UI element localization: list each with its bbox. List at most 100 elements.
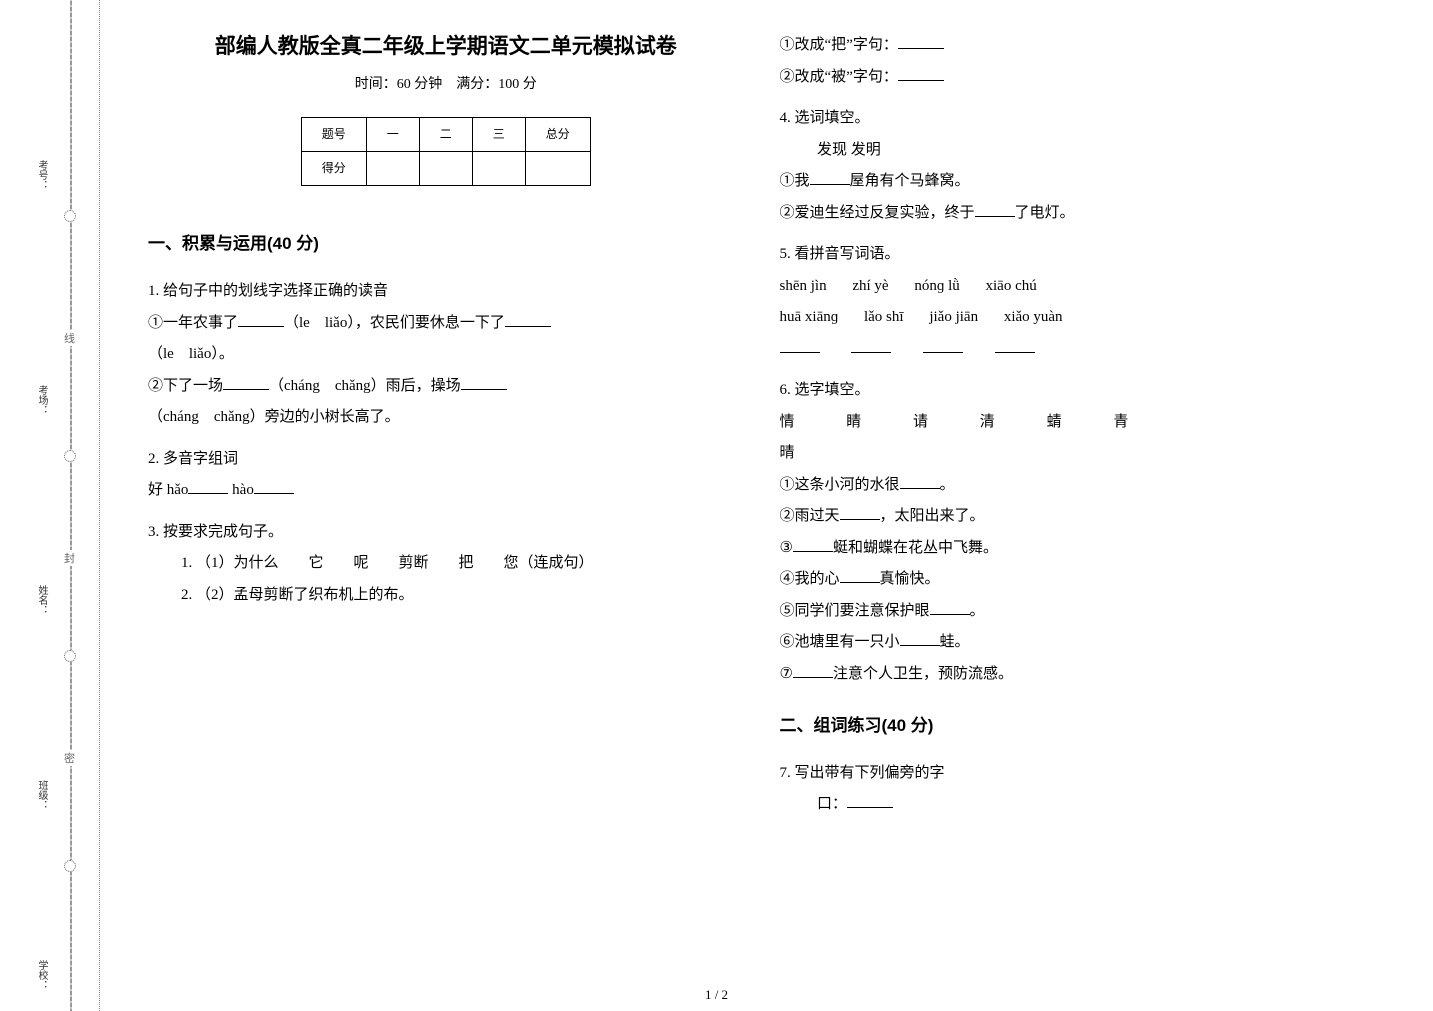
- opt-char: 请: [913, 407, 928, 439]
- q3-r2: ②改成“被”字句：: [780, 62, 1376, 94]
- question-5: 5. 看拼音写词语。 shēn jìn zhí yè nónɡ lǜ xiāo …: [780, 239, 1376, 365]
- q5-stem: 5. 看拼音写词语。: [780, 239, 1376, 271]
- q3-text: ①改成“把”字句：: [780, 37, 898, 53]
- q7-text: 口：: [817, 796, 847, 812]
- pinyin-word: lǎo shī: [864, 302, 904, 334]
- blank: [223, 375, 269, 390]
- page-number: 1 / 2: [705, 987, 728, 1003]
- score-cell: [419, 152, 472, 186]
- q1-stem: 1. 给句子中的划线字选择正确的读音: [148, 276, 744, 308]
- question-3-cont: ①改成“把”字句： ②改成“被”字句：: [780, 30, 1376, 93]
- binding-field-school: 学校：: [34, 960, 49, 990]
- blank: [793, 537, 833, 552]
- score-th: 二: [419, 117, 472, 151]
- q5-row1: shēn jìn zhí yè nónɡ lǜ xiāo chú: [780, 271, 1376, 303]
- opt-char: 情: [780, 407, 795, 439]
- q1-line2: ②下了一场 （cháng chǎng）雨后，操场 （cháng chǎng）旁边的…: [148, 371, 744, 434]
- pinyin-word: zhí yè: [852, 271, 888, 303]
- blank: [780, 338, 820, 353]
- score-header-row: 题号 一 二 三 总分: [301, 117, 590, 151]
- question-3: 3. 按要求完成句子。 （1）为什么 它 呢 剪断 把 您（连成句） （2）孟母…: [148, 517, 744, 612]
- opt-char: 睛: [846, 407, 861, 439]
- binding-seam-char: 线: [64, 330, 75, 346]
- question-1: 1. 给句子中的划线字选择正确的读音 ①一年农事了（le liǎo），农民们要休…: [148, 276, 744, 434]
- q3-stem: 3. 按要求完成句子。: [148, 517, 744, 549]
- score-row-label: 得分: [301, 152, 366, 186]
- q6-l6: ⑥池塘里有一只小蛙。: [780, 627, 1376, 659]
- blank: [900, 474, 940, 489]
- q4-text: ②爱迪生经过反复实验，终于: [780, 205, 975, 221]
- q1-line1: ①一年农事了（le liǎo），农民们要休息一下了 （le liǎo）。: [148, 308, 744, 371]
- exam-title: 部编人教版全真二年级上学期语文二单元模拟试卷: [148, 30, 744, 64]
- opt-char: 晴: [780, 438, 795, 470]
- blank: [461, 375, 507, 390]
- q6-opts: 情 睛 请 清 蜻 青 晴: [780, 407, 1376, 470]
- score-th: 总分: [525, 117, 590, 151]
- pinyin-word: xiǎo yuàn: [1004, 302, 1063, 334]
- question-2: 2. 多音字组词 好 hǎo hào: [148, 444, 744, 507]
- q6-text: ①这条小河的水很: [780, 477, 900, 493]
- blank: [851, 338, 891, 353]
- q6-text: 注意个人卫生，预防流感。: [833, 666, 1013, 682]
- binding-circle: [64, 860, 76, 872]
- binding-field-examno: 考号：: [34, 160, 49, 190]
- q6-text: ，太阳出来了。: [880, 508, 985, 524]
- q6-text: 。: [940, 477, 955, 493]
- score-th: 三: [472, 117, 525, 151]
- binding-circle: [64, 450, 76, 462]
- blank: [238, 312, 284, 327]
- blank: [847, 793, 893, 808]
- binding-margin: 线 封 密 考号： 考场： 姓名： 班级： 学校：: [0, 0, 100, 1011]
- q6-l7: ⑦ 注意个人卫生，预防流感。: [780, 659, 1376, 691]
- opt-char: 清: [980, 407, 995, 439]
- blank: [840, 505, 880, 520]
- exam-time-score: 时间：60 分钟 满分：100 分: [148, 70, 744, 99]
- q5-write-blanks: [780, 334, 1376, 366]
- binding-seam-char: 封: [64, 550, 75, 566]
- blank: [898, 66, 944, 81]
- q4-text: ①我: [780, 173, 810, 189]
- section-2-heading: 二、组词练习(40 分): [780, 708, 1376, 744]
- blank: [188, 479, 228, 494]
- score-th: 题号: [301, 117, 366, 151]
- q2-text: 好 hǎo: [148, 482, 188, 498]
- q6-text: ④我的心: [780, 571, 840, 587]
- q7-stem: 7. 写出带有下列偏旁的字: [780, 758, 1376, 790]
- q2-stem: 2. 多音字组词: [148, 444, 744, 476]
- q7-line: 口：: [780, 789, 1376, 821]
- pinyin-word: nónɡ lǜ: [914, 271, 959, 303]
- pinyin-word: jiǎo jiān: [929, 302, 978, 334]
- q1-text: （cháng chǎng）雨后，操场: [269, 378, 461, 394]
- blank: [930, 600, 970, 615]
- blank: [900, 631, 940, 646]
- binding-field-room: 考场：: [34, 385, 49, 415]
- opt-char: 青: [1113, 407, 1128, 439]
- q2-text: hào: [228, 482, 253, 498]
- q4-opts: 发现 发明: [780, 135, 1376, 167]
- blank: [923, 338, 963, 353]
- question-4: 4. 选词填空。 发现 发明 ①我屋角有个马蜂窝。 ②爱迪生经过反复实验，终于了…: [780, 103, 1376, 229]
- question-6: 6. 选字填空。 情 睛 请 清 蜻 青 晴 ①这条小河的水很。 ②雨过天，太阳…: [780, 375, 1376, 690]
- q3-sub1: （1）为什么 它 呢 剪断 把 您（连成句）: [196, 548, 744, 580]
- q1-text: ②下了一场: [148, 378, 223, 394]
- q6-text: ⑦: [780, 666, 793, 682]
- q6-stem: 6. 选字填空。: [780, 375, 1376, 407]
- q6-text: ⑤同学们要注意保护眼: [780, 603, 930, 619]
- q6-text: 真愉快。: [880, 571, 940, 587]
- blank: [975, 202, 1015, 217]
- left-column: 部编人教版全真二年级上学期语文二单元模拟试卷 时间：60 分钟 满分：100 分…: [130, 30, 762, 1001]
- score-th: 一: [366, 117, 419, 151]
- blank: [810, 170, 850, 185]
- q1-text: （le liǎo）。: [148, 346, 234, 362]
- blank: [505, 312, 551, 327]
- q2-line: 好 hǎo hào: [148, 475, 744, 507]
- q6-text: 蛙。: [940, 634, 970, 650]
- q6-text: 。: [970, 603, 985, 619]
- q4-l2: ②爱迪生经过反复实验，终于了电灯。: [780, 198, 1376, 230]
- blank: [254, 479, 294, 494]
- q3-r1: ①改成“把”字句：: [780, 30, 1376, 62]
- q1-text: （cháng chǎng）旁边的小树长高了。: [148, 409, 400, 425]
- score-table: 题号 一 二 三 总分 得分: [301, 117, 591, 186]
- binding-field-class: 班级：: [34, 780, 49, 810]
- q6-text: ②雨过天: [780, 508, 840, 524]
